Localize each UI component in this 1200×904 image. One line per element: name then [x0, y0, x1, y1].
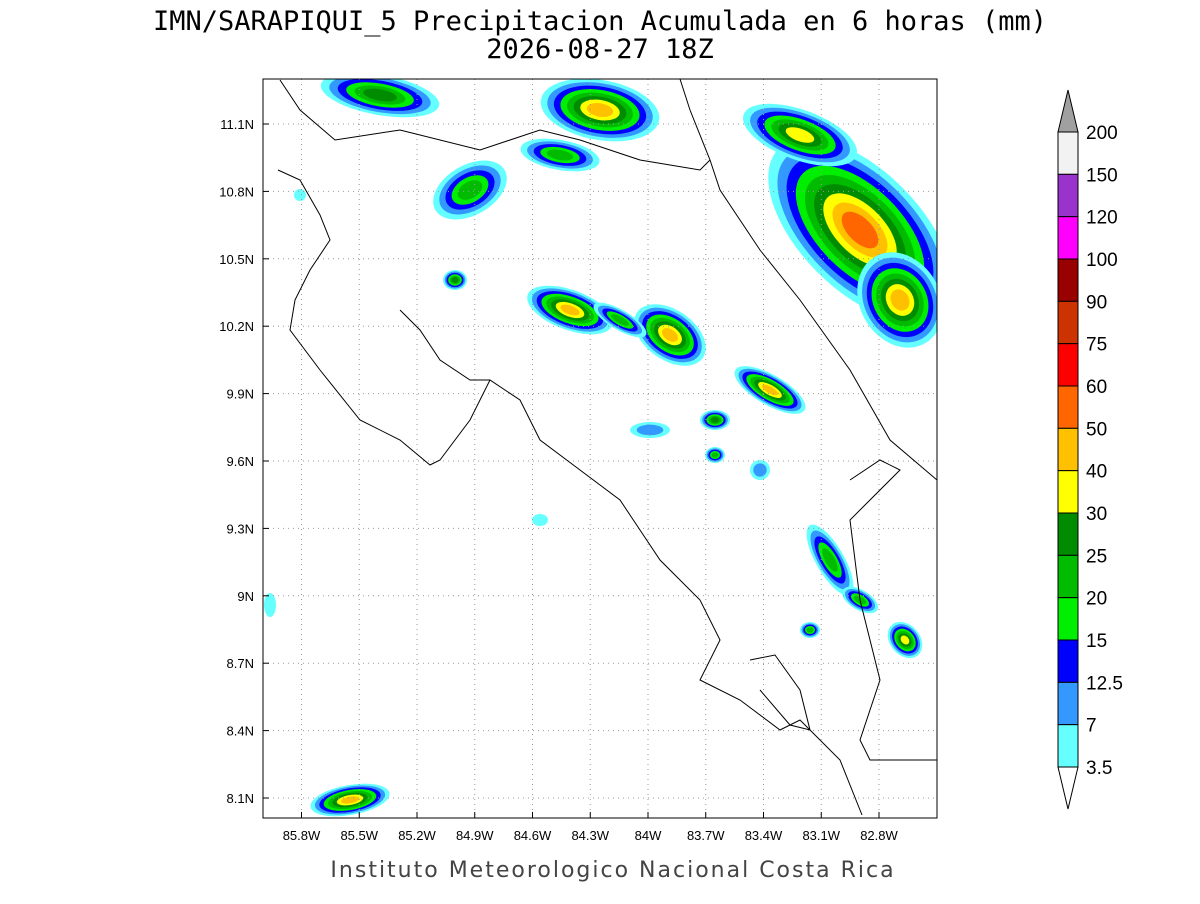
colorbar-band — [1057, 216, 1079, 260]
colorbar-band — [1057, 427, 1079, 472]
colorbar-band — [1057, 554, 1079, 599]
precipitation-field — [264, 79, 937, 817]
caribbean-coast — [709, 159, 937, 481]
colorbar-label: 150 — [1086, 165, 1118, 186]
rain-area — [457, 180, 483, 200]
lat-tick-label: 11.1N — [220, 117, 254, 132]
rain-area — [611, 314, 629, 326]
coastlines — [277, 79, 937, 816]
rain-area — [294, 189, 306, 201]
pacific-coast — [277, 169, 863, 816]
colorbar-band — [1057, 724, 1079, 768]
colorbar: 200 150 120 100 90 75 60 50 40 30 25 20 15 12.5 7 3.5 — [1057, 89, 1123, 810]
rain-area — [636, 424, 664, 436]
rain-area — [841, 211, 879, 249]
southern-border — [849, 459, 937, 761]
colorbar-label: 12.5 — [1086, 673, 1123, 694]
colorbar-label: 30 — [1086, 504, 1107, 525]
colorbar-over — [1057, 89, 1079, 133]
lon-tick-label: 82.8W — [860, 828, 898, 843]
lon-tick-label: 84.6W — [514, 828, 552, 843]
colorbar-label: 200 — [1086, 123, 1118, 144]
lat-tick-label: 10.5N — [219, 252, 254, 267]
rain-area — [762, 384, 778, 396]
colorbar-label: 25 — [1086, 546, 1107, 567]
lat-tick-label: 9.9N — [227, 387, 254, 402]
title: IMN/SARAPIQUI_5 Precipitacion Acumulada … — [153, 6, 1047, 37]
rain-area — [711, 452, 719, 458]
colorbar-label: 7 — [1086, 716, 1097, 737]
lat-tick-label: 10.2N — [219, 319, 254, 334]
colorbar-band — [1057, 512, 1079, 556]
map-frame — [262, 78, 938, 819]
colorbar-label: 75 — [1086, 335, 1107, 356]
lat-tick-label: 9N — [237, 589, 254, 604]
lat-tick-label: 8.1N — [227, 791, 254, 806]
lon-tick-label: 84W — [635, 828, 662, 843]
lon-tick-label: 83.1W — [802, 828, 840, 843]
colorbar-band — [1057, 173, 1079, 218]
colorbar-label: 120 — [1086, 208, 1118, 229]
rain-area — [451, 277, 459, 283]
colorbar-band — [1057, 300, 1079, 345]
rain-area — [822, 548, 838, 572]
rain-area — [710, 417, 720, 423]
lat-tick-label: 8.7N — [227, 656, 254, 671]
colorbar-label: 40 — [1086, 462, 1107, 483]
rain-area — [363, 88, 397, 102]
colorbar-band — [1057, 258, 1079, 302]
colorbar-band — [1057, 681, 1079, 726]
rain-area — [900, 635, 910, 645]
colorbar-label: 100 — [1086, 250, 1118, 271]
colorbar-label: 20 — [1086, 589, 1107, 610]
colorbar-label: 3.5 — [1086, 758, 1112, 779]
colorbar-band — [1057, 343, 1079, 387]
lon-tick-label: 85.5W — [340, 828, 378, 843]
lat-tick-label: 9.3N — [227, 521, 254, 536]
colorbar-band — [1057, 639, 1079, 683]
colorbar-under — [1057, 766, 1079, 810]
lon-tick-label: 85.2W — [398, 828, 436, 843]
graticule: 85.8W 85.5W 85.2W 84.9W 84.6W 84.3W 84W 83.7W 83… — [219, 79, 937, 843]
northern-border — [279, 79, 711, 171]
colorbar-label: 60 — [1086, 377, 1107, 398]
colorbar-band — [1057, 131, 1079, 175]
lon-tick-label: 84.3W — [571, 828, 609, 843]
colorbar-band — [1057, 385, 1079, 429]
rain-area — [341, 796, 359, 804]
rain-area — [890, 289, 910, 311]
footer: Instituto Meteorologico Nacional Costa R… — [330, 858, 895, 883]
colorbar-band — [1057, 470, 1079, 514]
colorbar-label: 50 — [1086, 419, 1107, 440]
osa-peninsula — [749, 654, 811, 731]
rain-area — [546, 149, 574, 161]
rain-area — [662, 328, 678, 342]
rain-area — [753, 463, 767, 477]
lat-tick-label: 10.8N — [219, 184, 254, 199]
rain-area — [532, 514, 548, 526]
lon-tick-label: 83.7W — [687, 828, 725, 843]
subtitle: 2026-08-27 18Z — [486, 34, 714, 65]
colorbar-label: 90 — [1086, 292, 1107, 313]
rain-area — [264, 593, 276, 617]
rain-area — [806, 627, 814, 633]
rain-area — [785, 127, 815, 143]
colorbar-label: 15 — [1086, 631, 1107, 652]
lon-tick-label: 84.9W — [456, 828, 494, 843]
colorbar-band — [1057, 597, 1079, 641]
lon-tick-label: 85.8W — [283, 828, 321, 843]
rain-area — [560, 304, 580, 316]
nicoya-gulf — [399, 309, 490, 381]
lat-tick-label: 8.4N — [227, 724, 254, 739]
rain-area — [586, 103, 614, 117]
lon-tick-label: 83.4W — [745, 828, 783, 843]
lat-tick-label: 9.6N — [227, 454, 254, 469]
